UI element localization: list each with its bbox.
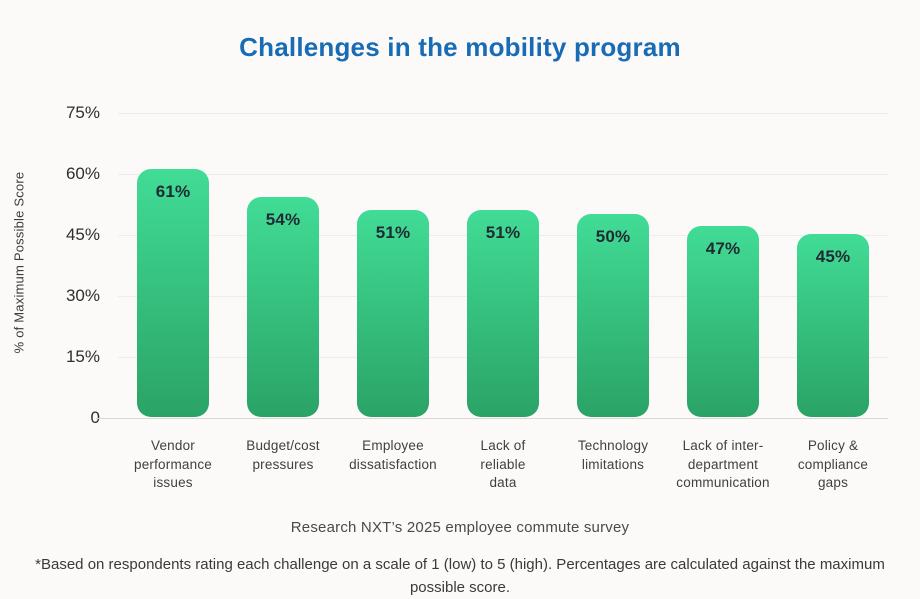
bar: 54%	[247, 197, 319, 417]
y-tick-label: 30%	[65, 286, 100, 305]
y-tick-label: 15%	[65, 347, 100, 366]
chart-title: Challenges in the mobility program	[239, 32, 681, 62]
y-axis-tick-labels: 75% 60% 45% 30% 15% 0	[0, 103, 100, 427]
y-tick-label: 60%	[65, 164, 100, 183]
bar-value-label: 50%	[595, 227, 631, 246]
x-axis-baseline	[96, 418, 888, 419]
bar: 61%	[137, 169, 209, 417]
plot-area: 61% 54% 51% 51% 50% 47% 45%	[96, 112, 888, 419]
y-tick-label: 0	[0, 408, 100, 428]
category-label: Lack of reliable data	[480, 438, 526, 490]
bar-series: 61% 54% 51% 51% 50% 47% 45%	[118, 112, 888, 417]
bar: 47%	[687, 226, 759, 417]
category-label: Policy & compliance gaps	[797, 438, 869, 490]
gridline	[118, 174, 888, 175]
bar-column: 51%	[338, 112, 448, 417]
gridline	[118, 113, 888, 114]
category-label: Vendor performance issues	[134, 438, 212, 490]
bar: 50%	[577, 214, 649, 417]
category-label: Budget/cost pressures	[246, 438, 320, 472]
bar-value-label: 54%	[265, 210, 301, 229]
bar: 51%	[467, 210, 539, 417]
bar-column: 45%	[778, 112, 888, 417]
bar-value-label: 45%	[815, 247, 851, 266]
y-tick-label: 75%	[65, 103, 100, 122]
bar-value-label: 61%	[155, 182, 191, 201]
category-label: Technology limitations	[577, 438, 649, 472]
bar: 45%	[797, 234, 869, 417]
x-axis-category-labels: Vendor performance issues Budget/cost pressu…	[118, 437, 888, 493]
bar-value-label: 47%	[705, 239, 741, 258]
footnote: *Based on respondents rating each challe…	[35, 556, 885, 596]
bar-value-label: 51%	[485, 223, 521, 242]
bar-value-label: 51%	[375, 223, 411, 242]
bar: 51%	[357, 210, 429, 417]
category-label: Employee dissatisfaction	[349, 438, 437, 472]
bar-column: 51%	[448, 112, 558, 417]
y-tick-label: 45%	[65, 225, 100, 244]
category-label: Lack of inter-department communication	[676, 438, 770, 490]
bar-column: 54%	[228, 112, 338, 417]
bar-column: 61%	[118, 112, 228, 417]
bar-column: 50%	[558, 112, 668, 417]
source-caption: Research NXT’s 2025 employee commute sur…	[290, 519, 630, 536]
bar-column: 47%	[668, 112, 778, 417]
